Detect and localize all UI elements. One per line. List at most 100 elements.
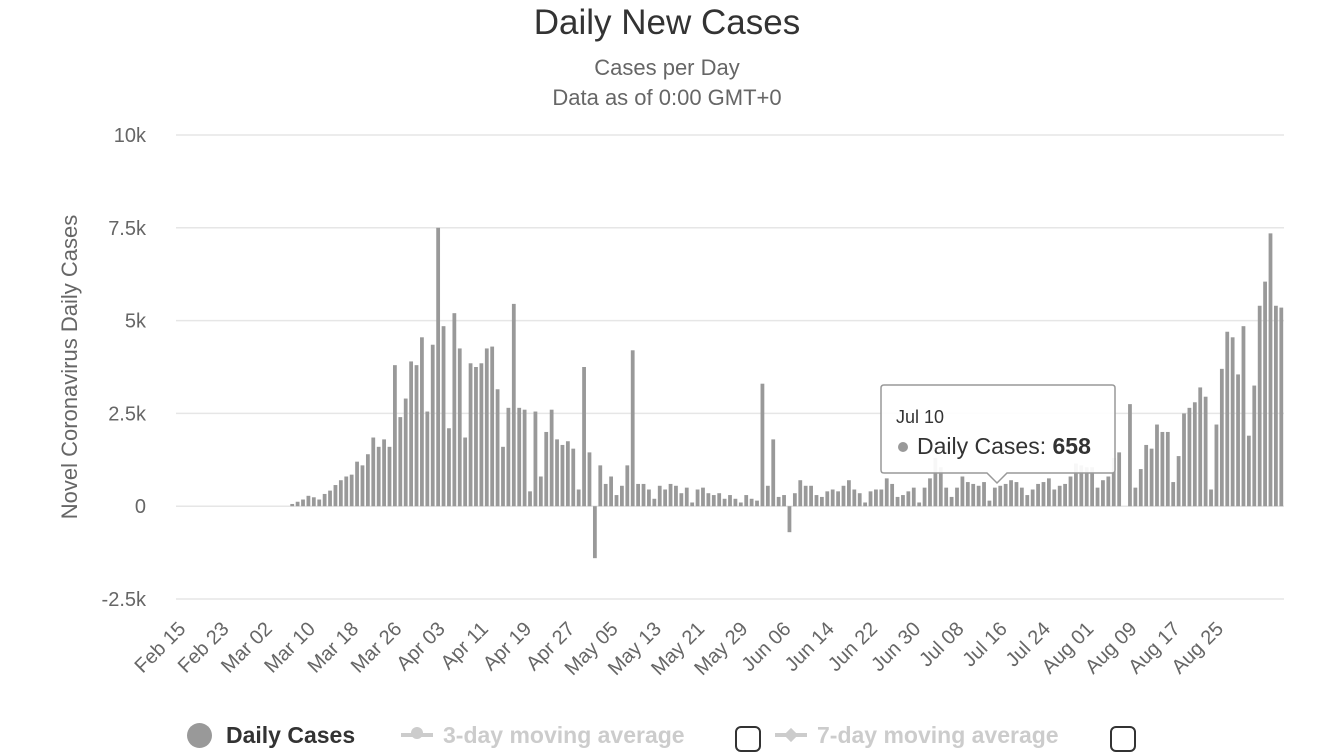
bar[interactable] <box>879 489 884 507</box>
bar[interactable] <box>517 407 522 507</box>
bar[interactable] <box>625 465 630 507</box>
bar[interactable] <box>895 496 900 507</box>
bar[interactable] <box>717 493 722 507</box>
bar[interactable] <box>1025 495 1030 507</box>
bar[interactable] <box>490 346 495 507</box>
bar[interactable] <box>830 489 835 507</box>
bar[interactable] <box>657 485 662 507</box>
bar[interactable] <box>311 497 316 507</box>
bar[interactable] <box>911 487 916 507</box>
bar[interactable] <box>1155 424 1159 507</box>
bar[interactable] <box>641 483 646 507</box>
bar[interactable] <box>852 489 857 507</box>
bar[interactable] <box>1074 463 1078 507</box>
bar[interactable] <box>614 495 619 507</box>
bar[interactable] <box>501 446 505 507</box>
bar[interactable] <box>847 480 851 507</box>
bar[interactable] <box>344 476 349 507</box>
bar[interactable] <box>1214 424 1219 507</box>
bar[interactable] <box>798 480 803 507</box>
bar[interactable] <box>809 485 813 507</box>
bar[interactable] <box>782 495 786 507</box>
bar[interactable] <box>787 506 792 533</box>
bar[interactable] <box>1101 480 1105 507</box>
bar[interactable] <box>976 485 981 507</box>
bar[interactable] <box>814 495 819 507</box>
bar[interactable] <box>955 487 959 507</box>
bar[interactable] <box>522 409 527 507</box>
bar[interactable] <box>690 502 695 507</box>
bar[interactable] <box>506 407 511 507</box>
bar[interactable] <box>1241 326 1246 507</box>
bar[interactable] <box>744 495 749 507</box>
bar[interactable] <box>290 503 295 507</box>
bar[interactable] <box>630 350 635 507</box>
bar[interactable] <box>1252 385 1257 507</box>
bar[interactable] <box>1149 448 1154 507</box>
bar[interactable] <box>317 499 322 507</box>
bar[interactable] <box>328 490 332 507</box>
bar[interactable] <box>609 476 613 507</box>
bar[interactable] <box>636 483 641 507</box>
bar[interactable] <box>1268 233 1273 507</box>
bar[interactable] <box>441 326 446 507</box>
bar[interactable] <box>1165 431 1170 507</box>
bar[interactable] <box>376 446 381 507</box>
bar[interactable] <box>874 489 878 507</box>
bar[interactable] <box>1160 431 1165 507</box>
bar[interactable] <box>1036 483 1040 507</box>
bar[interactable] <box>965 482 970 507</box>
bar[interactable] <box>1014 482 1019 507</box>
bar[interactable] <box>706 493 711 507</box>
bar[interactable] <box>1117 452 1122 507</box>
bar[interactable] <box>447 428 451 507</box>
bar[interactable] <box>409 361 414 507</box>
bar[interactable] <box>322 493 327 507</box>
bar[interactable] <box>306 495 311 507</box>
bar[interactable] <box>598 465 603 507</box>
bar[interactable] <box>1009 480 1013 507</box>
bar[interactable] <box>1219 368 1224 507</box>
bar[interactable] <box>436 227 441 507</box>
bar[interactable] <box>582 367 586 507</box>
bar[interactable] <box>1171 482 1176 507</box>
bar[interactable] <box>620 485 624 507</box>
bar[interactable] <box>760 383 765 507</box>
bar[interactable] <box>1230 337 1235 507</box>
bar[interactable] <box>803 485 808 507</box>
bar[interactable] <box>1046 478 1051 507</box>
bar[interactable] <box>1225 331 1230 507</box>
bar[interactable] <box>398 417 403 507</box>
bar[interactable] <box>949 496 954 507</box>
bar[interactable] <box>301 499 305 507</box>
bar[interactable] <box>792 493 797 507</box>
bar[interactable] <box>1176 456 1181 507</box>
bar[interactable] <box>382 439 386 507</box>
bar[interactable] <box>771 439 776 507</box>
bar[interactable] <box>819 496 824 507</box>
bar[interactable] <box>1052 489 1057 507</box>
bar[interactable] <box>425 411 430 507</box>
bar[interactable] <box>549 409 554 507</box>
bar[interactable] <box>982 482 986 507</box>
bar[interactable] <box>1019 487 1024 507</box>
bar[interactable] <box>1263 281 1267 507</box>
bar[interactable] <box>928 478 932 507</box>
bar[interactable] <box>533 411 538 507</box>
bar[interactable] <box>1144 444 1149 507</box>
bar[interactable] <box>647 489 651 507</box>
bar[interactable] <box>998 485 1003 507</box>
bar[interactable] <box>890 483 895 507</box>
bar[interactable] <box>1030 489 1035 507</box>
bar[interactable] <box>863 502 868 507</box>
bar[interactable] <box>371 437 376 507</box>
bar[interactable] <box>1057 485 1062 507</box>
bar[interactable] <box>1274 305 1278 507</box>
bar[interactable] <box>387 446 392 507</box>
bar[interactable] <box>393 365 397 507</box>
bar[interactable] <box>668 483 673 507</box>
bar[interactable] <box>544 431 549 507</box>
bar[interactable] <box>1257 305 1262 507</box>
bar[interactable] <box>468 363 473 507</box>
bar[interactable] <box>484 348 489 507</box>
